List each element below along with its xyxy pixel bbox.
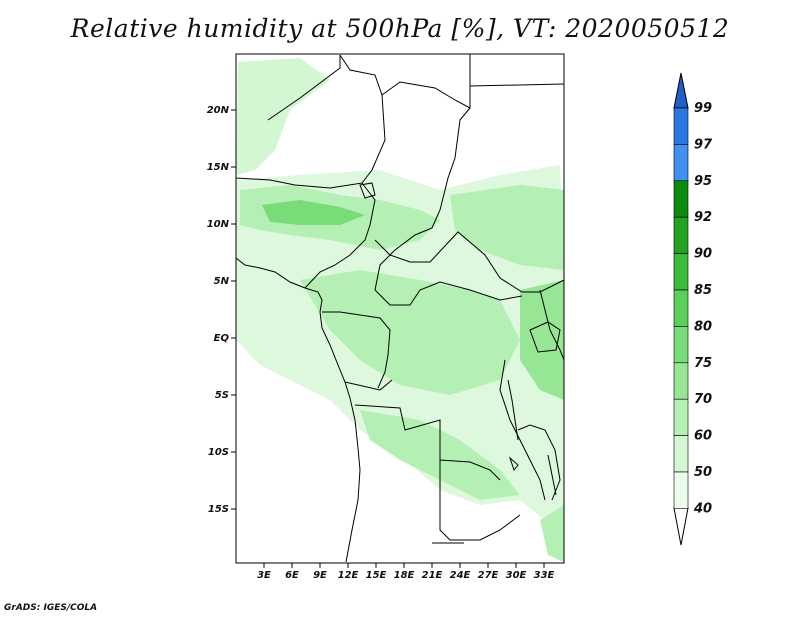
colorbar-segment <box>673 216 689 254</box>
humidity-region-southeast <box>540 505 564 562</box>
map-frame <box>235 53 565 564</box>
lat-label: 5N <box>214 276 230 287</box>
colorbar-segment <box>673 180 689 218</box>
colorbar-label: 70 <box>694 392 712 407</box>
lat-label: EQ <box>214 333 230 344</box>
lake-victoria <box>529 321 561 353</box>
lon-label: 30E <box>506 570 527 581</box>
lon-label: 27E <box>478 570 499 581</box>
lat-label: 15N <box>207 162 230 173</box>
colorbar: 99 97 95 92 90 85 80 75 70 60 50 40 <box>673 72 713 546</box>
humidity-shading <box>236 58 564 562</box>
colorbar-label: 95 <box>694 174 712 189</box>
humidity-region-core-west <box>262 200 365 225</box>
lake-mweru <box>508 456 519 472</box>
colorbar-label: 50 <box>694 465 712 480</box>
lat-label: 20N <box>207 105 230 116</box>
country-borders <box>235 54 565 563</box>
grads-credit: GrADS: IGES/COLA <box>4 603 98 613</box>
colorbar-top-arrow <box>673 72 689 109</box>
colorbar-segment <box>673 144 689 182</box>
colorbar-segment <box>673 362 689 400</box>
colorbar-label: 90 <box>694 247 712 262</box>
lat-label: 5S <box>215 390 229 401</box>
lon-label: 3E <box>257 570 271 581</box>
colorbar-label: 99 <box>694 101 712 116</box>
colorbar-segment <box>673 398 689 436</box>
lat-label: 10N <box>207 219 230 230</box>
humidity-region-northeast <box>450 185 564 270</box>
colorbar-label: 40 <box>693 501 712 516</box>
lon-label: 9E <box>313 570 327 581</box>
lon-label: 18E <box>394 570 415 581</box>
colorbar-segment <box>673 289 689 327</box>
colorbar-label: 60 <box>694 429 712 444</box>
colorbar-label: 85 <box>694 283 712 298</box>
lakes <box>359 182 561 496</box>
lat-label: 10S <box>208 447 229 458</box>
lon-axis: 3E 6E 9E 12E 15E 18E 21E 24E 27E 30E 33E <box>257 563 555 581</box>
lon-label: 21E <box>422 570 443 581</box>
colorbar-label: 75 <box>694 356 712 371</box>
humidity-region-north <box>236 58 330 175</box>
lake-chad <box>359 182 376 199</box>
lon-label: 33E <box>534 570 555 581</box>
colorbar-segment <box>673 253 689 291</box>
colorbar-segment <box>673 107 689 145</box>
colorbar-bottom-arrow <box>673 507 689 546</box>
colorbar-label: 80 <box>694 319 712 334</box>
colorbar-label: 97 <box>694 137 713 152</box>
humidity-region-east <box>520 280 564 400</box>
lake-tanganyika <box>507 379 519 441</box>
lon-label: 12E <box>338 570 359 581</box>
colorbar-segment <box>673 435 689 473</box>
humidity-region-center <box>300 270 520 395</box>
lat-axis: 20N 15N 10N 5N EQ 5S 10S 15S <box>207 105 236 515</box>
lon-label: 15E <box>366 570 387 581</box>
lat-label: 15S <box>208 504 229 515</box>
lon-label: 6E <box>285 570 299 581</box>
colorbar-segment <box>673 326 689 364</box>
lon-label: 24E <box>450 570 471 581</box>
lake-malawi <box>547 454 557 496</box>
colorbar-label: 92 <box>694 210 712 225</box>
chart-title: Relative humidity at 500hPa [%], VT: 202… <box>70 14 730 43</box>
colorbar-segment <box>673 471 689 509</box>
